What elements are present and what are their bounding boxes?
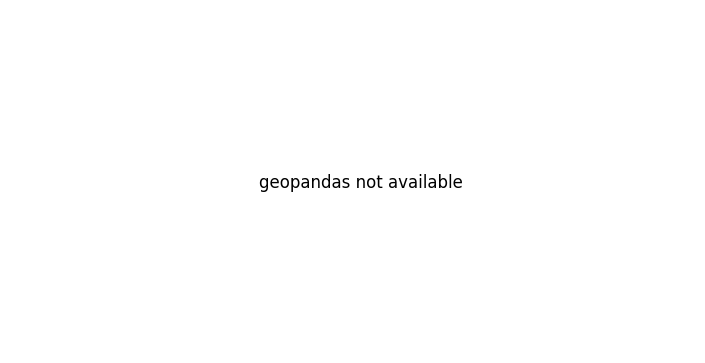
Text: geopandas not available: geopandas not available <box>259 174 463 192</box>
